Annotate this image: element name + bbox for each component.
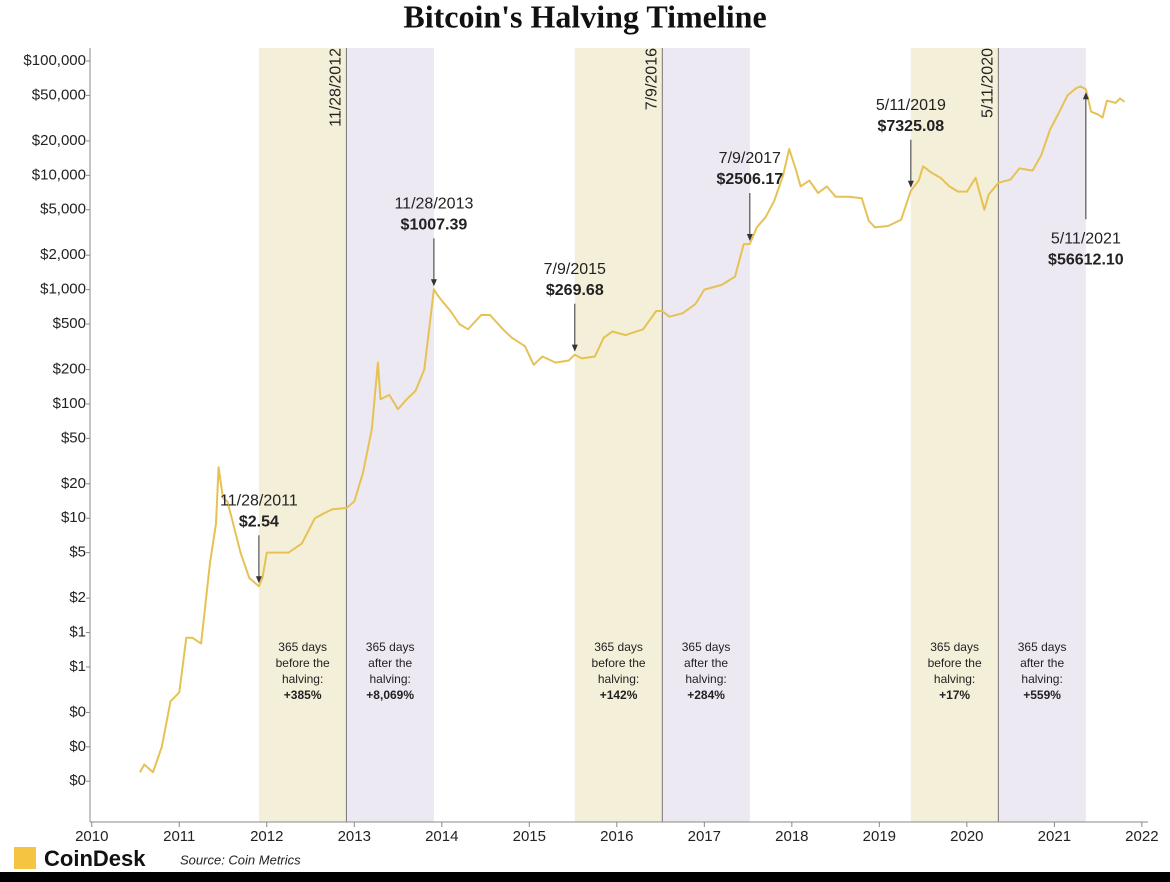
y-tick-label: $20	[61, 475, 86, 492]
annotation-date: 5/11/2021	[1051, 230, 1121, 247]
y-tick-label: $0	[69, 703, 86, 720]
y-tick-label: $10	[61, 509, 86, 526]
annotation-price: $7325.08	[877, 118, 944, 135]
after-band	[998, 48, 1086, 822]
before-band	[574, 48, 663, 822]
band-text: 365 days	[278, 640, 327, 654]
band-text: 365 days	[682, 640, 731, 654]
arrow-head	[430, 279, 437, 287]
x-tick-label: 2012	[250, 828, 283, 845]
before-band	[910, 48, 999, 822]
band-text: 365 days	[594, 640, 643, 654]
y-tick-label: $20,000	[32, 132, 86, 149]
y-tick-label: $1,000	[40, 281, 86, 298]
y-tick-label: $50,000	[32, 86, 86, 103]
band-text: +8,069%	[366, 688, 414, 702]
source: Source: Coin Metrics	[180, 852, 301, 867]
y-tick-label: $1	[69, 658, 86, 675]
x-tick-label: 2017	[688, 828, 721, 845]
annotation-date: 11/28/2011	[220, 492, 298, 509]
annotation-date: 7/9/2017	[719, 150, 781, 167]
band-text: halving:	[685, 672, 726, 686]
band-text: 365 days	[1018, 640, 1067, 654]
brand: CoinDesk	[44, 846, 146, 871]
annotation-price: $1007.39	[401, 216, 468, 233]
x-tick-label: 2020	[950, 828, 983, 845]
band-text: halving:	[934, 672, 975, 686]
band-text: after the	[368, 656, 412, 670]
band-text: halving:	[282, 672, 323, 686]
annotation-price: $269.68	[546, 282, 604, 299]
x-tick-label: 2013	[338, 828, 371, 845]
arrow-head	[255, 576, 262, 584]
price-line	[139, 85, 1125, 774]
band-text: before the	[276, 656, 330, 670]
after-band	[346, 48, 434, 822]
bottom-bar	[0, 872, 1170, 882]
x-tick-label: 2021	[1038, 828, 1071, 845]
y-tick-label: $50	[61, 429, 86, 446]
band-text: +559%	[1023, 688, 1061, 702]
band-text: after the	[684, 656, 728, 670]
before-band	[258, 48, 347, 822]
annotation	[255, 535, 262, 584]
y-tick-label: $0	[69, 738, 86, 755]
annotation-price: $56612.10	[1048, 251, 1124, 268]
x-tick-label: 2015	[513, 828, 546, 845]
arrow-head	[746, 234, 753, 242]
arrow-head	[1082, 92, 1089, 100]
y-tick-label: $200	[53, 360, 86, 377]
band-text: before the	[928, 656, 982, 670]
band-text: +142%	[600, 688, 638, 702]
annotation-price: $2.54	[239, 513, 279, 530]
chart-title: Bitcoin's Halving Timeline	[403, 0, 766, 34]
y-tick-label: $2,000	[40, 246, 86, 263]
y-tick-label: $1	[69, 624, 86, 641]
y-tick-label: $2	[69, 589, 86, 606]
band-text: +284%	[687, 688, 725, 702]
halving-label: 11/28/2012	[328, 48, 345, 127]
band-text: +385%	[284, 688, 322, 702]
band-text: halving:	[1021, 672, 1062, 686]
brand-icon	[14, 847, 36, 869]
x-tick-label: 2019	[863, 828, 896, 845]
x-tick-label: 2016	[600, 828, 633, 845]
arrow-head	[571, 344, 578, 352]
y-tick-label: $100,000	[23, 52, 86, 69]
x-tick-label: 2014	[425, 828, 458, 845]
arrow-head	[907, 180, 914, 188]
band-text: after the	[1020, 656, 1064, 670]
x-tick-label: 2010	[75, 828, 108, 845]
halving-label: 5/11/2020	[980, 48, 997, 118]
y-tick-label: $5	[69, 544, 86, 561]
x-tick-label: 2018	[775, 828, 808, 845]
y-tick-label: $10,000	[32, 166, 86, 183]
y-tick-label: $500	[53, 315, 86, 332]
x-tick-label: 2011	[163, 828, 195, 845]
x-tick-label: 2022	[1125, 828, 1158, 845]
y-tick-label: $0	[69, 772, 86, 789]
annotation-date: 11/28/2013	[394, 195, 473, 212]
band-text: 365 days	[366, 640, 415, 654]
band-text: before the	[592, 656, 646, 670]
band-text: +17%	[939, 688, 970, 702]
annotation	[907, 139, 914, 188]
annotation-date: 5/11/2019	[876, 97, 946, 114]
annotation	[746, 193, 753, 242]
y-tick-label: $100	[53, 395, 86, 412]
band-text: halving:	[369, 672, 410, 686]
annotation	[430, 238, 437, 287]
annotation-date: 7/9/2015	[544, 261, 606, 278]
after-band	[662, 48, 750, 822]
annotation-price: $2506.17	[716, 171, 783, 188]
band-text: 365 days	[930, 640, 979, 654]
y-tick-label: $5,000	[40, 201, 86, 218]
annotation	[1082, 92, 1089, 220]
halving-label: 7/9/2016	[644, 48, 661, 110]
annotation	[571, 303, 578, 352]
band-text: halving:	[598, 672, 639, 686]
